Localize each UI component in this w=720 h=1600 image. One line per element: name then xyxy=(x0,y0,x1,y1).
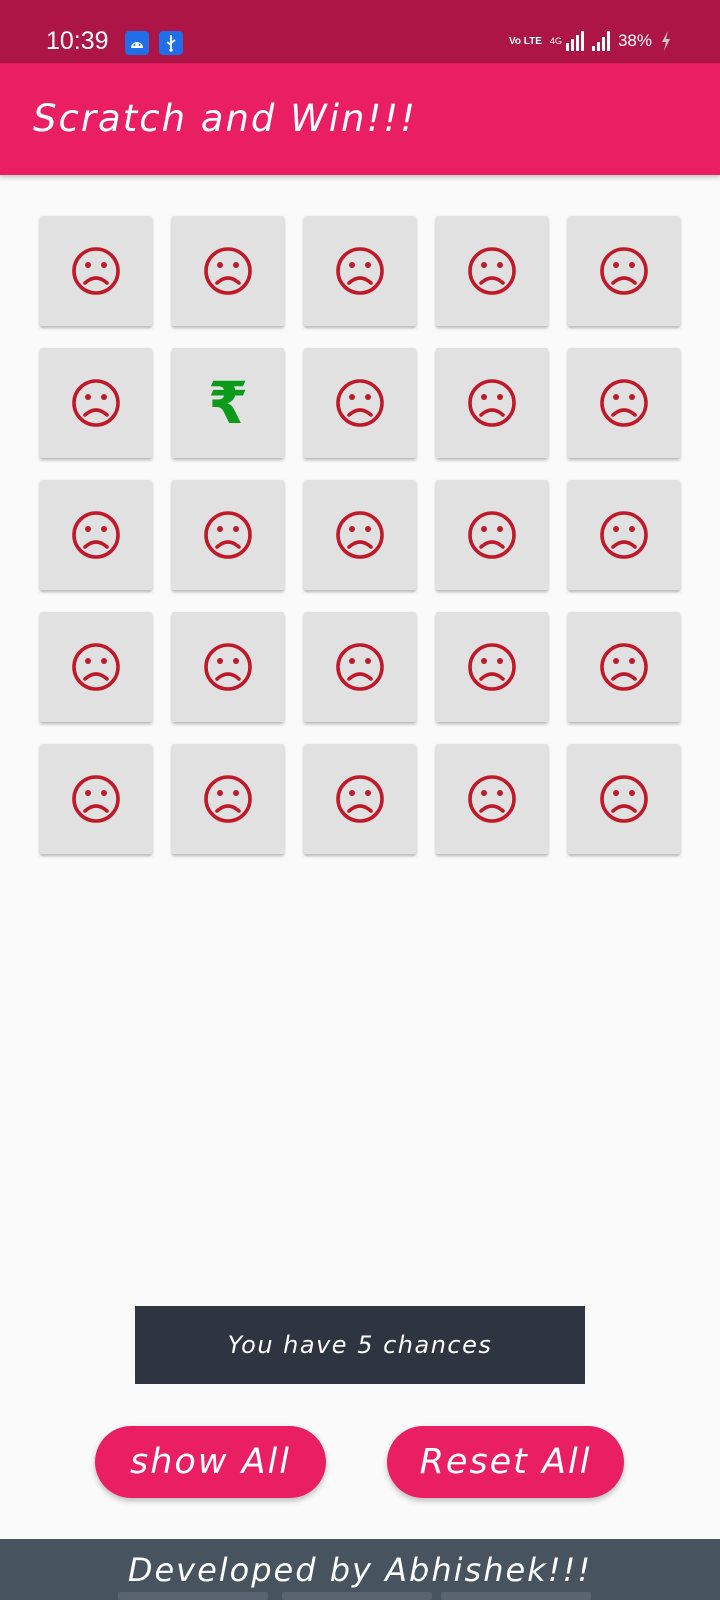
sad-face-icon xyxy=(336,511,384,559)
scratch-tile[interactable] xyxy=(568,612,680,722)
scratch-tile[interactable] xyxy=(436,480,548,590)
android-icon xyxy=(125,31,149,55)
show-all-button[interactable]: show All xyxy=(95,1426,326,1498)
sad-face-icon xyxy=(336,643,384,691)
sad-face-icon xyxy=(600,247,648,295)
scratch-tile[interactable] xyxy=(40,348,152,458)
sad-face-icon xyxy=(468,247,516,295)
sad-face-icon xyxy=(468,511,516,559)
sad-face-icon xyxy=(336,775,384,823)
sad-face-icon xyxy=(600,511,648,559)
scratch-tile[interactable] xyxy=(304,744,416,854)
scratch-tile[interactable] xyxy=(172,480,284,590)
sad-face-icon xyxy=(72,511,120,559)
status-icons: Vo LTE 4G 38% xyxy=(509,30,672,52)
scratch-tile[interactable] xyxy=(40,216,152,326)
scratch-tile[interactable] xyxy=(304,480,416,590)
scratch-tile[interactable] xyxy=(568,348,680,458)
scratch-tile[interactable] xyxy=(40,612,152,722)
app-title: Scratch and Win!!! xyxy=(33,97,417,140)
reset-all-button[interactable]: Reset All xyxy=(387,1426,624,1498)
sad-face-icon xyxy=(600,379,648,427)
sad-face-icon xyxy=(600,775,648,823)
scratch-tile[interactable] xyxy=(436,348,548,458)
scratch-tile[interactable] xyxy=(40,480,152,590)
scratch-tile[interactable] xyxy=(568,216,680,326)
sad-face-icon xyxy=(468,379,516,427)
scratch-tile[interactable] xyxy=(172,612,284,722)
scratch-tile[interactable] xyxy=(304,216,416,326)
sad-face-icon xyxy=(204,511,252,559)
sad-face-icon xyxy=(336,379,384,427)
sad-face-icon xyxy=(72,775,120,823)
scratch-tile[interactable] xyxy=(568,480,680,590)
sad-face-icon xyxy=(72,643,120,691)
signal-icon-1 xyxy=(565,31,584,51)
sad-face-icon xyxy=(72,379,120,427)
rupee-icon: ₹ xyxy=(207,369,249,437)
network-type: 4G xyxy=(549,36,562,46)
scratch-grid: ₹ xyxy=(40,216,680,854)
app-bar: Scratch and Win!!! xyxy=(0,63,720,175)
scratch-tile[interactable] xyxy=(40,744,152,854)
battery-percent: 38% xyxy=(617,31,652,50)
charging-icon xyxy=(662,31,670,51)
usb-icon xyxy=(159,31,183,55)
gesture-bar-segment xyxy=(441,1592,591,1600)
scratch-tile[interactable]: ₹ xyxy=(172,348,284,458)
gesture-bar-segment xyxy=(282,1592,432,1600)
sad-face-icon xyxy=(336,247,384,295)
sad-face-icon xyxy=(204,643,252,691)
scratch-tile[interactable] xyxy=(304,348,416,458)
volte-icon: Vo LTE xyxy=(508,35,542,47)
scratch-tile[interactable] xyxy=(304,612,416,722)
sad-face-icon xyxy=(468,775,516,823)
sad-face-icon xyxy=(72,247,120,295)
gesture-bar-segment xyxy=(118,1592,268,1600)
sad-face-icon xyxy=(204,775,252,823)
status-time: 10:39 xyxy=(46,27,109,55)
signal-icon-2 xyxy=(591,31,610,51)
sad-face-icon xyxy=(468,643,516,691)
scratch-tile[interactable] xyxy=(436,216,548,326)
sad-face-icon xyxy=(204,247,252,295)
scratch-tile[interactable] xyxy=(436,612,548,722)
footer: Developed by Abhishek!!! xyxy=(0,1539,720,1600)
chances-banner: You have 5 chances xyxy=(135,1306,585,1384)
scratch-tile[interactable] xyxy=(436,744,548,854)
sad-face-icon xyxy=(600,643,648,691)
status-bar: 10:39 Vo LTE 4G 38% xyxy=(0,0,720,63)
scratch-tile[interactable] xyxy=(172,216,284,326)
scratch-tile[interactable] xyxy=(568,744,680,854)
scratch-tile[interactable] xyxy=(172,744,284,854)
